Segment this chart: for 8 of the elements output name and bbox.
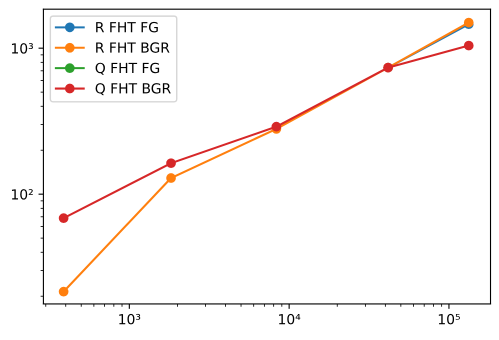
legend-label: Q FHT FG	[96, 62, 160, 75]
x-tick-label: 10³	[119, 314, 140, 324]
legend-label: R FHT FG	[96, 22, 158, 32]
x-tick-label: 10⁴	[279, 314, 300, 324]
legend-label: Q FHT BGR	[96, 83, 171, 96]
legend-label: R FHT BGR	[96, 42, 170, 53]
x-tick-label: 10⁵	[438, 314, 460, 324]
y-tick-label: 10²	[12, 189, 33, 200]
